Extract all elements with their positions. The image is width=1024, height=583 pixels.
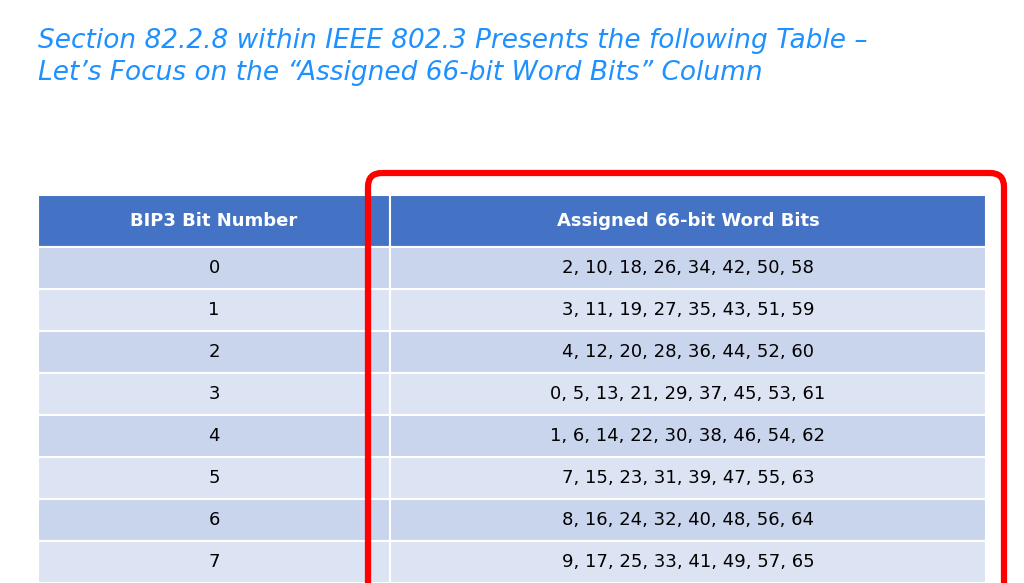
Text: 2: 2 <box>208 343 220 361</box>
Text: BIP3 Bit Number: BIP3 Bit Number <box>130 212 298 230</box>
Text: 1: 1 <box>208 301 220 319</box>
Text: 4: 4 <box>208 427 220 445</box>
Bar <box>38 373 390 415</box>
Bar <box>390 331 986 373</box>
Text: 1, 6, 14, 22, 30, 38, 46, 54, 62: 1, 6, 14, 22, 30, 38, 46, 54, 62 <box>551 427 825 445</box>
Bar <box>38 415 390 457</box>
Bar <box>390 415 986 457</box>
Text: 7, 15, 23, 31, 39, 47, 55, 63: 7, 15, 23, 31, 39, 47, 55, 63 <box>562 469 814 487</box>
Text: 3, 11, 19, 27, 35, 43, 51, 59: 3, 11, 19, 27, 35, 43, 51, 59 <box>562 301 814 319</box>
Text: 0, 5, 13, 21, 29, 37, 45, 53, 61: 0, 5, 13, 21, 29, 37, 45, 53, 61 <box>550 385 825 403</box>
Text: 0: 0 <box>208 259 219 277</box>
Bar <box>390 373 986 415</box>
Bar <box>390 247 986 289</box>
Bar <box>390 541 986 583</box>
Text: 3: 3 <box>208 385 220 403</box>
Bar <box>38 195 390 247</box>
Bar <box>38 457 390 499</box>
Bar <box>38 499 390 541</box>
Bar <box>38 289 390 331</box>
Text: 9, 17, 25, 33, 41, 49, 57, 65: 9, 17, 25, 33, 41, 49, 57, 65 <box>562 553 814 571</box>
Text: Assigned 66-bit Word Bits: Assigned 66-bit Word Bits <box>557 212 819 230</box>
Text: 2, 10, 18, 26, 34, 42, 50, 58: 2, 10, 18, 26, 34, 42, 50, 58 <box>562 259 814 277</box>
Bar <box>38 247 390 289</box>
Text: 8, 16, 24, 32, 40, 48, 56, 64: 8, 16, 24, 32, 40, 48, 56, 64 <box>562 511 814 529</box>
Bar <box>38 541 390 583</box>
Text: 4, 12, 20, 28, 36, 44, 52, 60: 4, 12, 20, 28, 36, 44, 52, 60 <box>562 343 814 361</box>
Text: 6: 6 <box>208 511 220 529</box>
Bar <box>390 457 986 499</box>
Bar <box>390 289 986 331</box>
Bar <box>38 331 390 373</box>
Text: 5: 5 <box>208 469 220 487</box>
Text: 7: 7 <box>208 553 220 571</box>
Text: Section 82.2.8 within IEEE 802.3 Presents the following Table –
Let’s Focus on t: Section 82.2.8 within IEEE 802.3 Present… <box>38 28 867 86</box>
Bar <box>390 499 986 541</box>
Bar <box>390 195 986 247</box>
